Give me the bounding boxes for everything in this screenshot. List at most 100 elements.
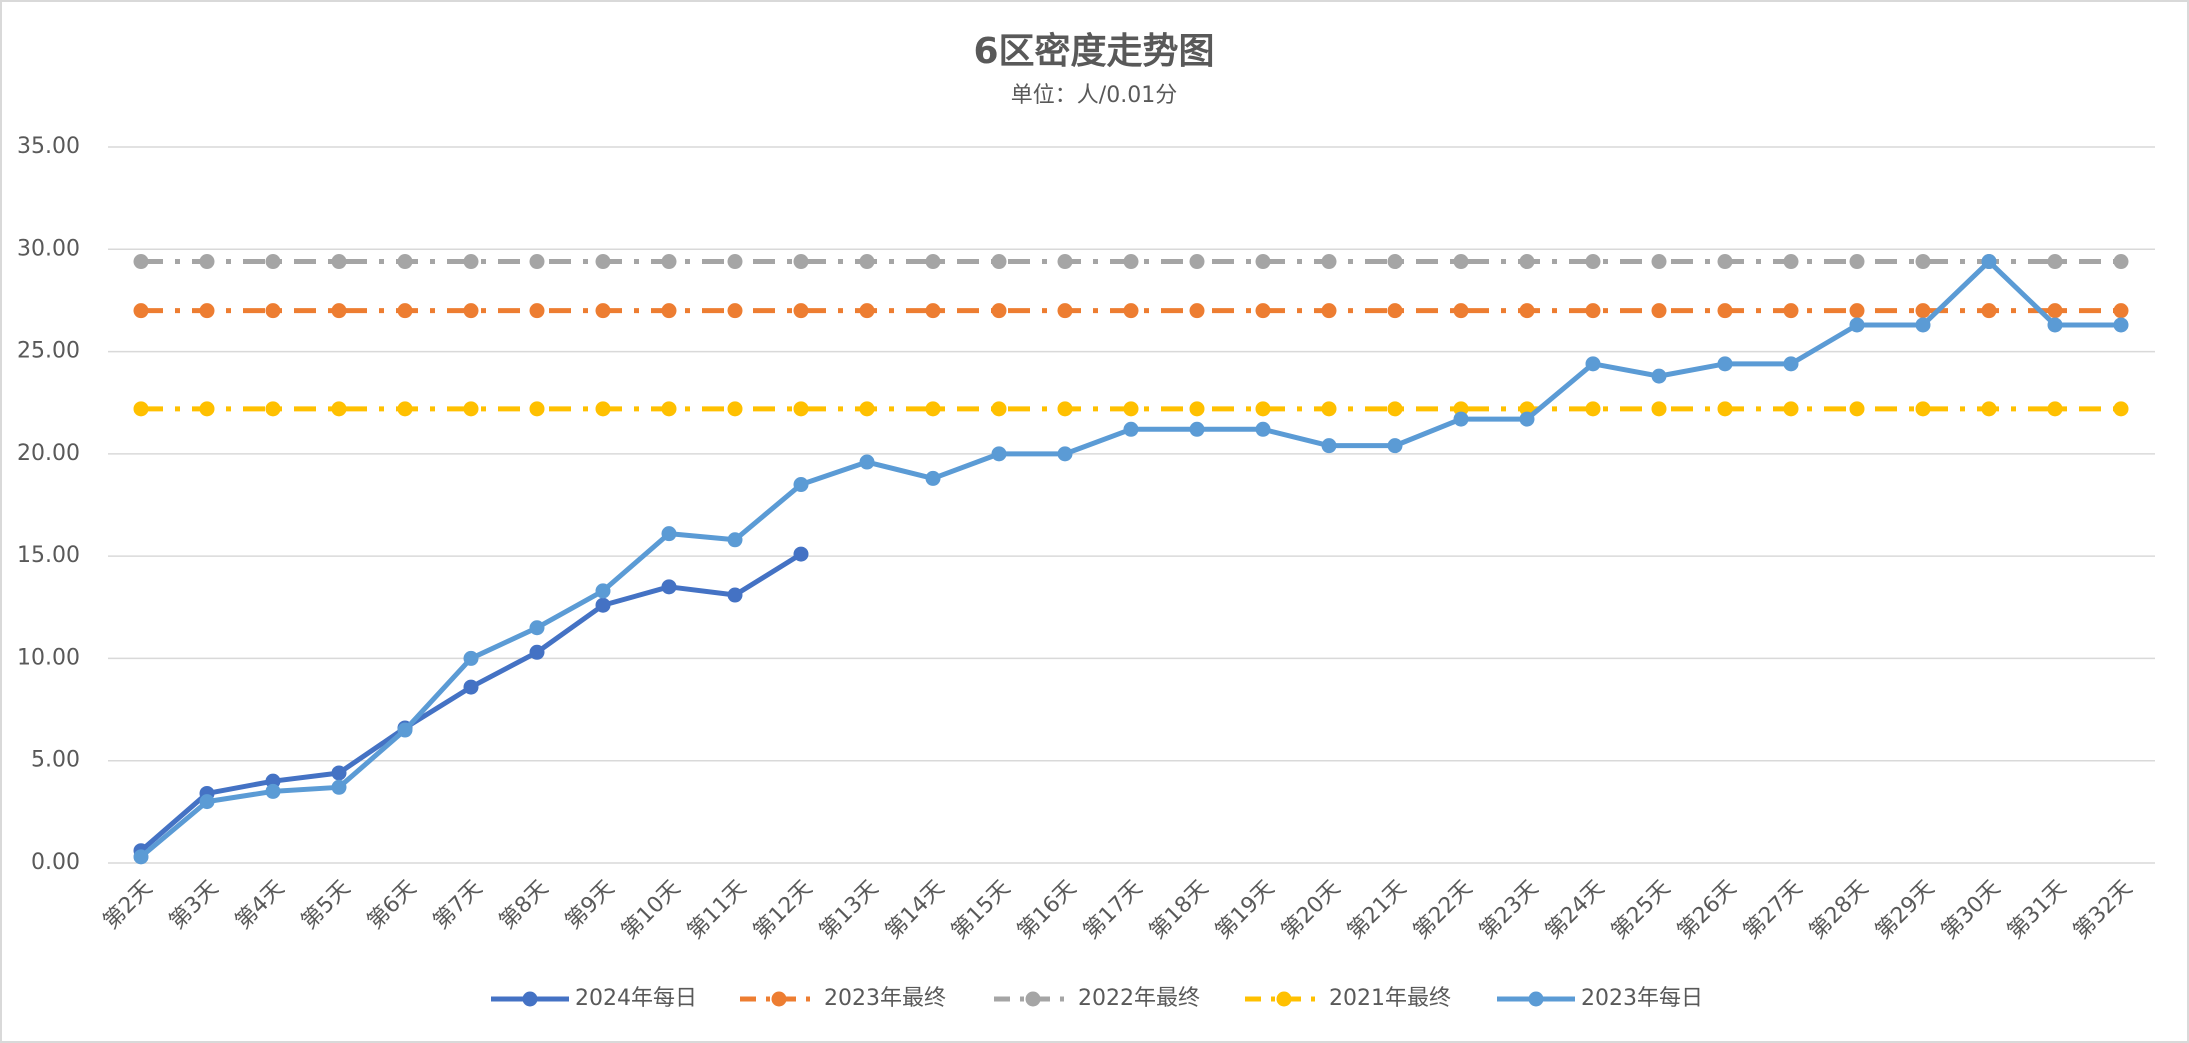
legend-item: 2023年最终 — [740, 986, 946, 1011]
y-tick-label: 30.00 — [17, 236, 80, 261]
data-point — [1519, 411, 1535, 427]
data-point — [463, 650, 479, 666]
data-point — [1453, 411, 1469, 427]
data-point — [331, 401, 347, 417]
data-point — [1651, 303, 1667, 319]
data-point — [1453, 303, 1469, 319]
data-point — [1387, 438, 1403, 454]
data-point — [1717, 356, 1733, 372]
data-point — [1321, 254, 1337, 270]
data-point — [595, 401, 611, 417]
data-point — [2113, 303, 2129, 319]
data-point — [727, 401, 743, 417]
data-point — [859, 303, 875, 319]
data-point — [793, 477, 809, 493]
legend-item: 2022年最终 — [994, 986, 1200, 1011]
data-point — [199, 794, 215, 810]
data-point — [2047, 254, 2063, 270]
legend-marker — [1025, 991, 1041, 1007]
data-point — [991, 401, 1007, 417]
data-point — [1585, 254, 1601, 270]
data-point — [1057, 254, 1073, 270]
data-point — [727, 303, 743, 319]
data-point — [1519, 254, 1535, 270]
data-point — [331, 303, 347, 319]
data-point — [1123, 254, 1139, 270]
chart-title: 6区密度走势图 — [973, 30, 1214, 72]
data-point — [1783, 401, 1799, 417]
data-point — [1915, 401, 1931, 417]
data-point — [265, 254, 281, 270]
data-point — [1519, 303, 1535, 319]
data-point — [1057, 401, 1073, 417]
data-point — [133, 401, 149, 417]
data-point — [1123, 421, 1139, 437]
data-point — [793, 254, 809, 270]
legend-item: 2024年每日 — [491, 986, 697, 1011]
y-tick-label: 0.00 — [31, 850, 80, 875]
data-point — [331, 765, 347, 781]
data-point — [1189, 401, 1205, 417]
y-tick-label: 25.00 — [17, 339, 80, 364]
data-point — [1915, 254, 1931, 270]
data-point — [1849, 303, 1865, 319]
y-tick-label: 5.00 — [31, 748, 80, 773]
y-tick-label: 10.00 — [17, 645, 80, 670]
data-point — [529, 303, 545, 319]
data-point — [925, 470, 941, 486]
data-point — [265, 401, 281, 417]
data-point — [595, 303, 611, 319]
data-point — [1849, 254, 1865, 270]
data-point — [991, 254, 1007, 270]
data-point — [2113, 254, 2129, 270]
data-point — [1651, 401, 1667, 417]
data-point — [727, 587, 743, 603]
y-tick-label: 35.00 — [17, 134, 80, 159]
data-point — [1915, 317, 1931, 333]
data-point — [925, 401, 941, 417]
data-point — [661, 401, 677, 417]
data-point — [925, 303, 941, 319]
data-point — [1915, 303, 1931, 319]
data-point — [1717, 401, 1733, 417]
data-point — [595, 583, 611, 599]
data-point — [1717, 303, 1733, 319]
data-point — [661, 303, 677, 319]
data-point — [133, 849, 149, 865]
data-point — [1585, 401, 1601, 417]
data-point — [2113, 401, 2129, 417]
data-point — [1783, 303, 1799, 319]
data-point — [1321, 303, 1337, 319]
data-point — [463, 401, 479, 417]
data-point — [793, 546, 809, 562]
y-tick-label: 15.00 — [17, 543, 80, 568]
data-point — [727, 254, 743, 270]
data-point — [397, 401, 413, 417]
data-point — [859, 254, 875, 270]
data-point — [1057, 446, 1073, 462]
legend-marker — [1276, 991, 1292, 1007]
data-point — [991, 303, 1007, 319]
data-point — [793, 401, 809, 417]
data-point — [1123, 303, 1139, 319]
data-point — [397, 254, 413, 270]
data-point — [661, 579, 677, 595]
data-point — [397, 303, 413, 319]
legend-item: 2021年最终 — [1245, 986, 1451, 1011]
data-point — [661, 254, 677, 270]
data-point — [1321, 438, 1337, 454]
data-point — [265, 783, 281, 799]
data-point — [727, 532, 743, 548]
data-point — [1189, 421, 1205, 437]
data-point — [2047, 303, 2063, 319]
legend-label: 2023年最终 — [824, 986, 946, 1011]
data-point — [2047, 317, 2063, 333]
data-point — [331, 779, 347, 795]
data-point — [1387, 254, 1403, 270]
data-point — [529, 401, 545, 417]
data-point — [1981, 303, 1997, 319]
data-point — [463, 303, 479, 319]
data-point — [1387, 401, 1403, 417]
data-point — [1585, 303, 1601, 319]
